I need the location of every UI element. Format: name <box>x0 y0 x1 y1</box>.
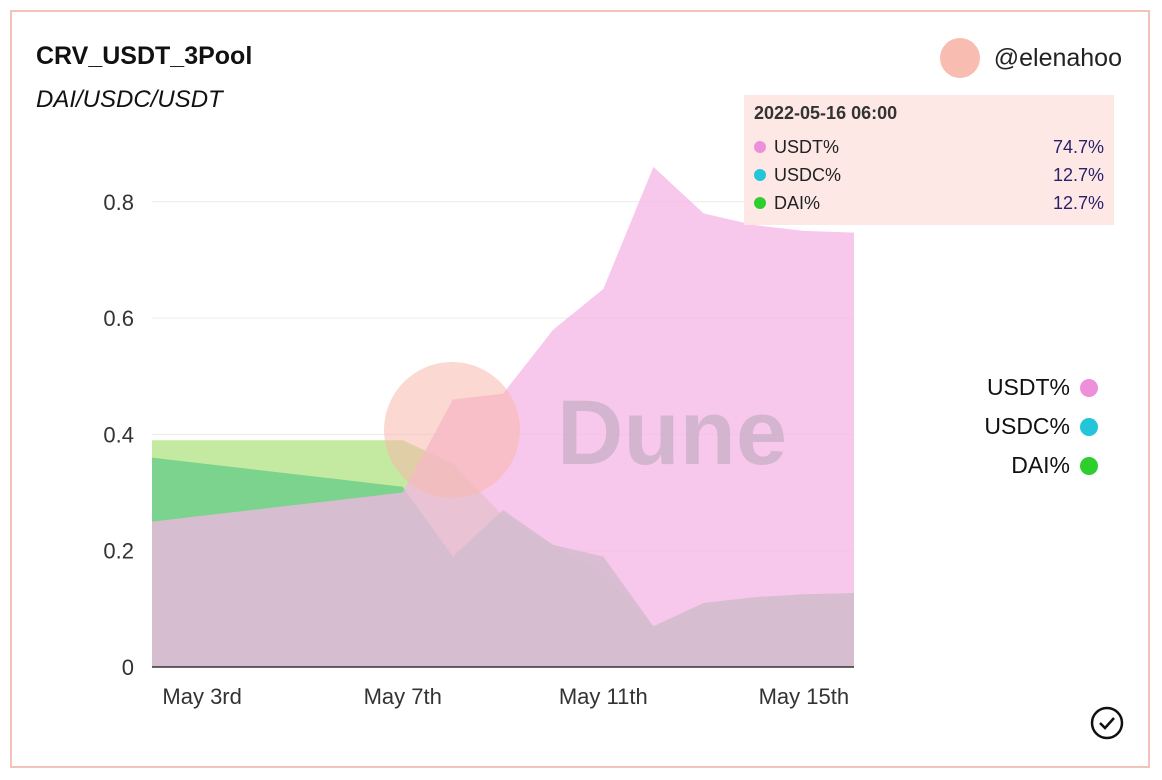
legend-label[interactable]: USDC% <box>984 413 1070 439</box>
tooltip-label: DAI% <box>774 192 821 213</box>
dune-logo-icon <box>384 362 520 498</box>
legend: USDT% USDC% DAI% <box>984 368 1098 485</box>
tooltip-value: 12.7% <box>1052 192 1104 213</box>
y-tick-label: 0.8 <box>103 190 134 215</box>
tooltip-label: USDT% <box>774 136 840 157</box>
tooltip-row-usdt: USDT% 74.7% <box>754 133 1104 161</box>
x-tick-label: May 11th <box>559 684 648 709</box>
y-tick-label: 0.6 <box>103 306 134 331</box>
usdt-dot-icon[interactable] <box>1080 378 1098 397</box>
y-axis: 0 0.2 0.4 0.6 0.8 <box>103 190 134 680</box>
chart-subtitle: DAI/USDC/USDT <box>36 86 223 113</box>
tooltip-label: USDC% <box>774 164 842 185</box>
dune-watermark: Dune <box>384 362 787 498</box>
y-tick-label: 0.4 <box>103 422 134 447</box>
y-tick-label: 0 <box>122 655 134 680</box>
check-circle-icon[interactable] <box>1090 706 1124 740</box>
dai-dot-icon[interactable] <box>1080 456 1098 475</box>
legend-label[interactable]: DAI% <box>1011 452 1070 478</box>
x-tick-label: May 15th <box>759 684 850 709</box>
tooltip-row-dai: DAI% 12.7% <box>754 189 1104 217</box>
legend-item-usdc[interactable]: USDC% <box>984 407 1098 446</box>
chart-title: CRV_USDT_3Pool <box>36 42 253 70</box>
legend-item-usdt[interactable]: USDT% <box>984 368 1098 407</box>
avatar[interactable] <box>939 38 980 78</box>
x-tick-label: May 3rd <box>162 684 241 709</box>
tooltip-value: 12.7% <box>1052 164 1104 185</box>
series-areas <box>152 166 854 668</box>
usdt-dot-icon <box>754 141 766 153</box>
usdc-dot-icon[interactable] <box>1080 417 1098 436</box>
tooltip-timestamp: 2022-05-16 06:00 <box>754 103 898 123</box>
username[interactable]: @elenahoo <box>993 43 1122 72</box>
x-tick-label: May 7th <box>364 684 442 709</box>
watermark-text: Dune <box>557 382 787 484</box>
author-badge[interactable]: @elenahoo <box>939 38 1122 78</box>
legend-label[interactable]: USDT% <box>986 374 1070 400</box>
chart-card: CRV_USDT_3Pool DAI/USDC/USDT @elenahoo D… <box>10 10 1150 768</box>
y-tick-label: 0.2 <box>103 539 134 564</box>
usdc-dot-icon <box>754 169 766 181</box>
tooltip-row-usdc: USDC% 12.7% <box>754 161 1104 189</box>
area-chart: Dune 0 0.2 0.4 0.6 0.8 May 3rd May 7th May 11t… <box>103 166 854 709</box>
hover-tooltip: 2022-05-16 06:00 USDT% 74.7% USDC% 12.7%… <box>744 95 1114 225</box>
tooltip-value: 74.7% <box>1052 136 1104 157</box>
x-axis: May 3rd May 7th May 11th May 15th <box>162 684 849 709</box>
dai-dot-icon <box>754 197 766 209</box>
legend-item-dai[interactable]: DAI% <box>984 446 1098 485</box>
